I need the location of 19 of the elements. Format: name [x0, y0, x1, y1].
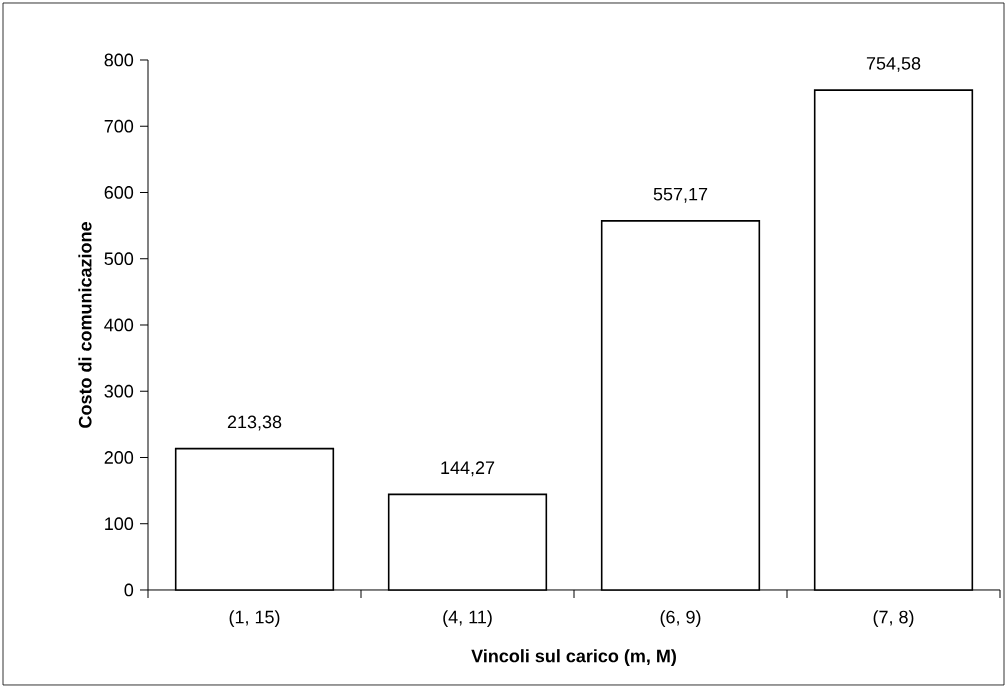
x-axis-title: Vincoli sul carico (m, M) [471, 649, 676, 666]
y-tick-label: 600 [104, 186, 134, 199]
data-label: 754,58 [866, 57, 921, 72]
x-tick-label: (1, 15) [229, 610, 280, 627]
data-label: 557,17 [653, 187, 708, 203]
x-tick-label: (4, 11) [443, 610, 492, 627]
y-tick-label: 400 [104, 318, 134, 332]
y-tick-label: 500 [104, 252, 134, 266]
data-label: 144,27 [441, 461, 495, 477]
y-tick-label: 200 [104, 451, 134, 464]
y-axis-title: Costo di comunicazione [78, 222, 92, 428]
y-tick-label: 700 [104, 119, 134, 133]
y-tick-label: 100 [105, 517, 134, 531]
y-tick-label: 0 [124, 583, 134, 597]
x-tick-label: (6, 9) [660, 610, 701, 627]
y-tick-label: 800 [104, 53, 134, 67]
y-tick-label: 300 [104, 384, 134, 398]
x-tick-label: (7, 8) [873, 610, 914, 627]
data-label: 213,38 [227, 415, 282, 431]
